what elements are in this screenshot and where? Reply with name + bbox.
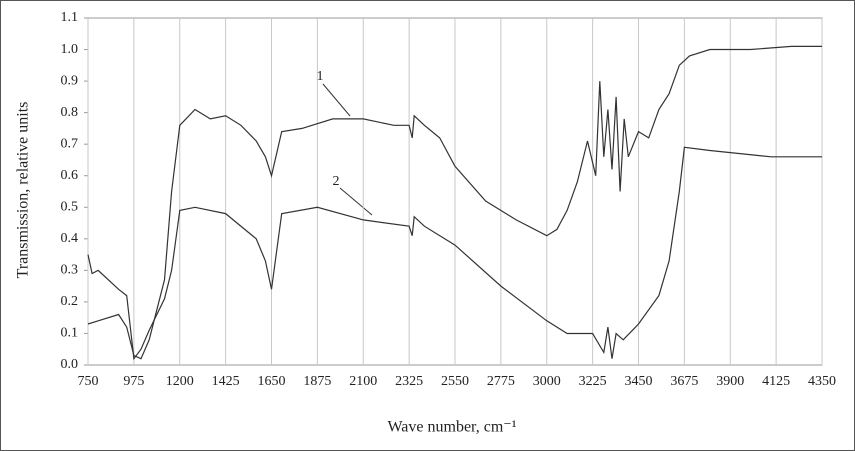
x-tick-label: 2325 xyxy=(395,374,423,389)
leader-line xyxy=(339,187,373,216)
y-tick-label: 0.7 xyxy=(61,136,79,151)
x-tick-label: 3225 xyxy=(579,374,607,389)
y-tick-label: 0.8 xyxy=(61,105,79,120)
x-tick-label: 3675 xyxy=(670,374,698,389)
y-tick-label: 0.3 xyxy=(61,263,79,278)
spectrum-line xyxy=(87,45,822,360)
y-tick-label: 0.5 xyxy=(61,199,79,214)
y-tick-label: 1.1 xyxy=(61,10,79,25)
x-tick-label: 3000 xyxy=(533,374,561,389)
y-axis-label: Transmission, relative units xyxy=(15,102,32,279)
y-tick-label: 1.0 xyxy=(61,42,79,57)
x-tick-label: 1200 xyxy=(166,374,194,389)
spectrum-line xyxy=(87,146,822,361)
y-tick-label: 0.2 xyxy=(61,294,79,309)
curve-label: 2 xyxy=(333,174,340,189)
y-tick-label: 0.4 xyxy=(61,231,79,246)
y-tick-label: 0.0 xyxy=(61,357,79,372)
x-axis-label: Wave number, cm⁻¹ xyxy=(387,419,516,436)
leader-line xyxy=(322,83,351,117)
x-tick-label: 1650 xyxy=(258,374,286,389)
x-tick-label: 3450 xyxy=(625,374,653,389)
y-tick-label: 0.6 xyxy=(61,168,79,183)
x-tick-label: 3900 xyxy=(716,374,744,389)
x-tick-label: 2550 xyxy=(441,374,469,389)
y-tick-label: 0.1 xyxy=(61,326,79,341)
x-tick-label: 1875 xyxy=(303,374,331,389)
x-tick-label: 2100 xyxy=(349,374,377,389)
y-tick-label: 0.9 xyxy=(61,73,79,88)
x-tick-label: 4350 xyxy=(808,374,836,389)
x-tick-label: 750 xyxy=(78,374,99,389)
curve-label: 1 xyxy=(317,69,324,84)
x-tick-label: 2775 xyxy=(487,374,515,389)
x-tick-label: 975 xyxy=(123,374,144,389)
x-tick-label: 1425 xyxy=(212,374,240,389)
x-tick-label: 4125 xyxy=(762,374,790,389)
